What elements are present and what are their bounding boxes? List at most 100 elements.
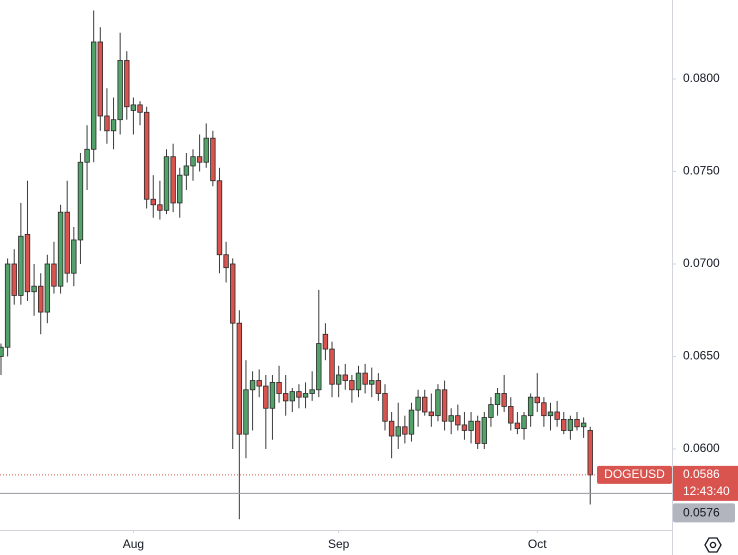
x-tick-label: Sep [328,537,350,551]
x-tick-label: Aug [123,537,144,551]
candle-body [541,402,547,417]
symbol-label: DOGEUSD [604,467,665,481]
candle-body [561,418,567,431]
candle-body [223,254,229,269]
candle-body [130,104,137,111]
candle-body [501,393,507,407]
plot-area [0,10,593,520]
candle-body [402,426,408,435]
candle-body [547,411,554,417]
candle-body [18,235,24,296]
candle-body [289,391,296,402]
y-tick-label: 0.0650 [683,349,720,363]
candle-body [243,389,249,435]
candle-body [428,411,435,417]
candle-body [461,424,468,431]
candle-body [170,156,176,204]
candle-body [342,374,348,381]
candle-body [51,263,57,287]
candle-body [382,393,388,422]
candle-body [124,60,130,108]
countdown-label: 12:43:40 [683,484,730,498]
candle-body [137,104,143,113]
candle-body [309,389,315,394]
candle-body [369,380,375,385]
candle-body [97,41,104,117]
candle-body [494,393,501,405]
price-line-label-bg [673,503,735,523]
candle-body [534,396,540,404]
candle-body [203,137,209,163]
symbol-label-bg [597,465,672,484]
candle-body [196,156,203,163]
candle-body [24,233,31,293]
candle-body [335,374,342,385]
candle-body [474,420,481,444]
candle-body [455,415,461,426]
candle-body [302,393,309,398]
candle-body [322,333,329,350]
candle-body [0,346,4,357]
candle-body [117,60,123,121]
candle-body [435,389,441,417]
candle-body [329,348,335,385]
settings-dot[interactable] [709,541,717,549]
candle-body [574,418,580,428]
candle-body [236,322,243,435]
last-price-label: 0.0586 [683,467,720,481]
candle-body [388,420,395,437]
candle-body [38,285,44,313]
x-tick-label: Oct [528,537,547,551]
y-tick-label: 0.0800 [683,71,720,85]
candle-body [57,211,64,287]
candle-body [349,380,355,391]
y-tick-label: 0.0750 [683,164,720,178]
candle-body [316,343,322,391]
candle-body [77,161,84,241]
candle-body [177,174,183,204]
candle-body [71,239,77,274]
candle-body [157,204,163,211]
candle-body [263,385,269,409]
price-line-label: 0.0576 [683,506,720,520]
candle-body [190,156,196,167]
candle-body [554,411,560,420]
candle-body [104,115,110,132]
candle-body [521,415,527,430]
candle-body [375,380,382,394]
candle-body [11,263,17,296]
candle-body [44,263,51,313]
candle-body [84,148,90,163]
candle-body [64,211,70,274]
candle-body [210,137,216,182]
candle-body [296,391,302,398]
candle-body [468,420,474,431]
candle-body [395,426,401,437]
candle-body [508,406,514,424]
candle-body [256,380,262,387]
candle-body [587,430,593,476]
y-tick-label: 0.0700 [683,256,720,270]
candle-body [90,41,97,150]
y-tick-label: 0.0600 [683,441,720,455]
candle-body [580,422,587,428]
settings-icon[interactable] [704,537,722,553]
candle-body [567,418,574,431]
candle-body [362,372,368,385]
candle-body [183,165,190,176]
candle-body [249,380,256,391]
candle-body [448,415,454,422]
last-price-label-bg [673,465,738,501]
candle-body [481,417,488,444]
candle-body [216,180,223,256]
candle-body [422,396,428,413]
candle-body [441,389,448,422]
candle-body [527,396,534,417]
candle-body [514,422,521,430]
candle-body [163,156,170,211]
settings-hexagon[interactable] [704,537,722,553]
candle-body [355,372,362,391]
